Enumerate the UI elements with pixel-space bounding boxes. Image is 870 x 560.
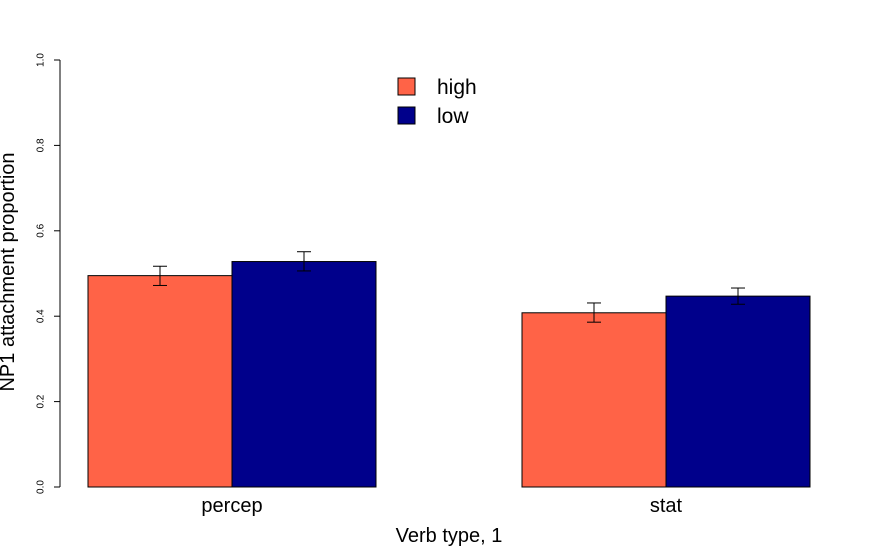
y-tick-label: 0.4 xyxy=(36,309,47,323)
y-tick-label: 0.0 xyxy=(36,480,47,494)
x-axis-title: Verb type, 1 xyxy=(396,525,503,547)
y-tick-label: 0.2 xyxy=(36,394,47,408)
y-tick-label: 1.0 xyxy=(36,53,47,67)
x-category-label: percep xyxy=(201,495,262,517)
x-category-label: stat xyxy=(650,495,683,517)
bar-high-stat xyxy=(521,312,667,488)
y-axis-title: NP1 attachment proportion xyxy=(0,152,19,391)
y-axis: 0.0 0.2 0.4 0.6 0.8 1.0 xyxy=(36,53,61,494)
legend-label-low: low xyxy=(437,105,469,128)
bar-low-percep xyxy=(231,261,377,488)
legend: high low xyxy=(397,76,477,128)
bar-low-stat xyxy=(665,295,811,488)
y-tick-label: 0.6 xyxy=(36,223,47,237)
error-bars xyxy=(153,251,745,323)
bar-high-percep xyxy=(87,275,233,488)
bars xyxy=(87,261,811,488)
legend-swatch-high xyxy=(397,77,416,96)
legend-swatch-low xyxy=(397,106,416,125)
x-category-labels: percep stat xyxy=(201,495,682,517)
legend-label-high: high xyxy=(437,76,477,99)
y-tick-label: 0.8 xyxy=(36,138,47,152)
